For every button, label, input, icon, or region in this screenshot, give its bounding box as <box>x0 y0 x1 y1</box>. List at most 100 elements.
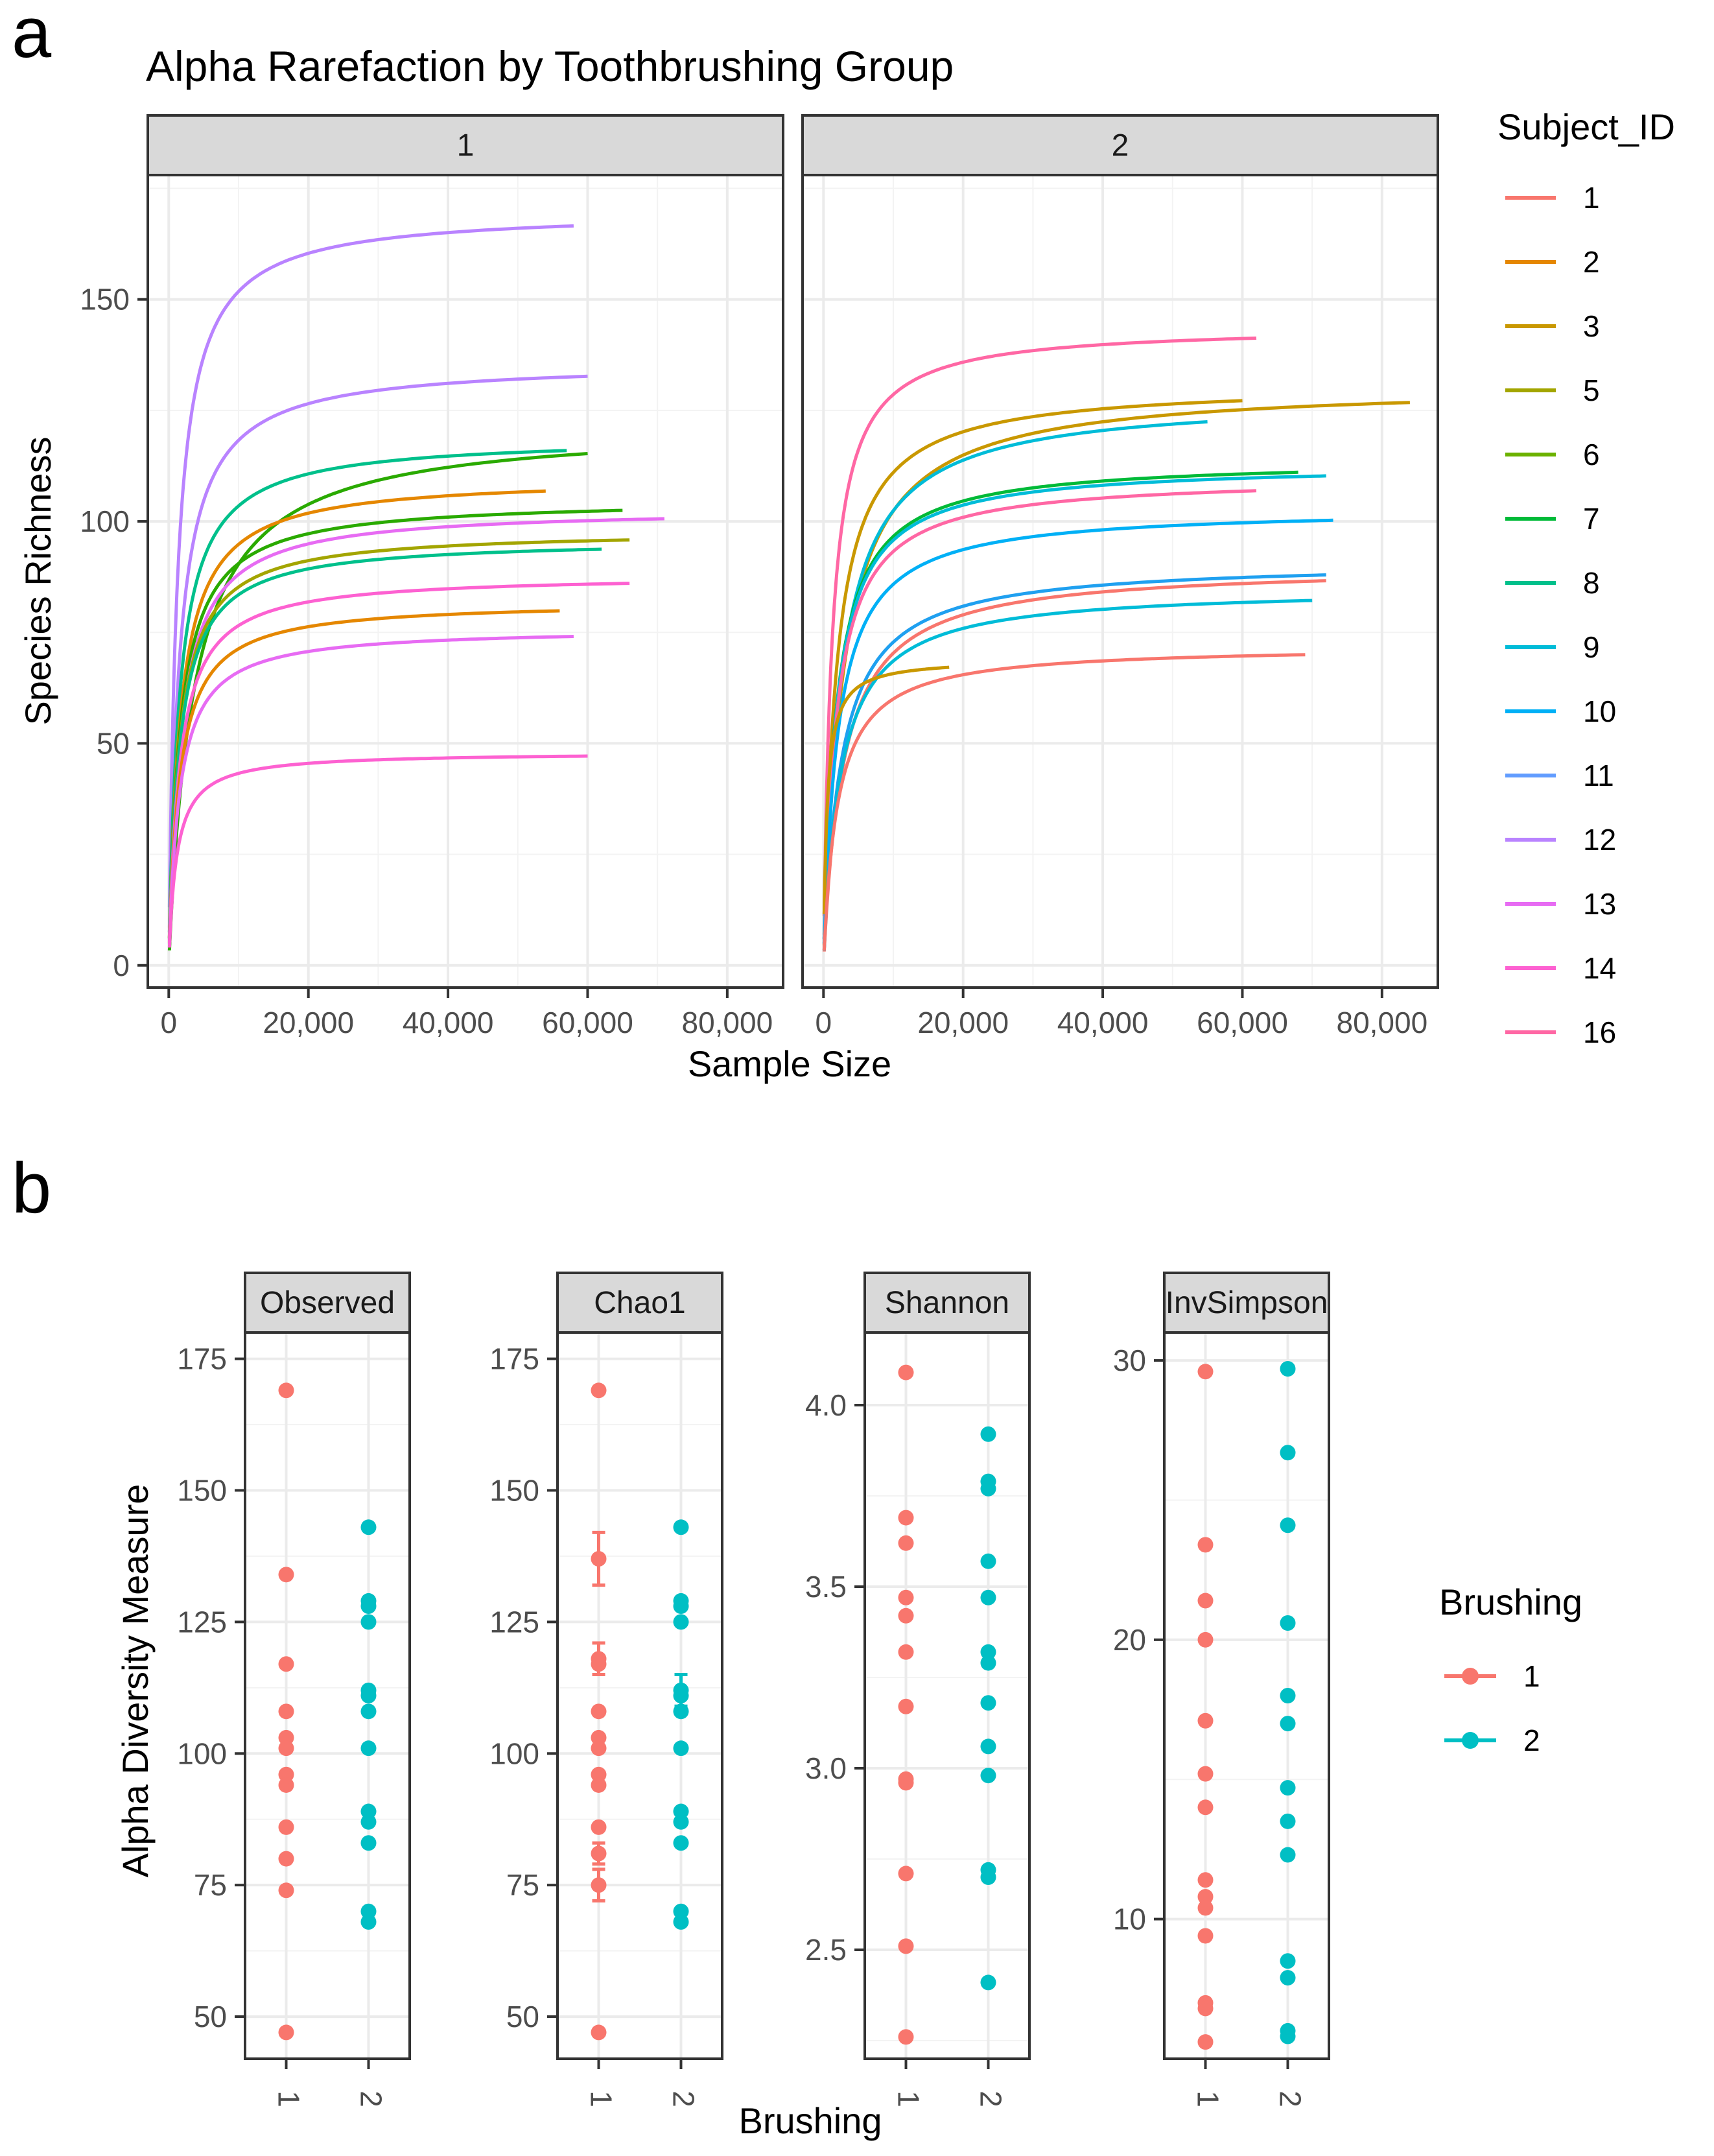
x-tick-label: 1 <box>891 2091 925 2107</box>
point-brushing-2 <box>673 1835 689 1851</box>
facet-background <box>1164 1333 1329 2059</box>
panel-a1-gridlines <box>148 175 783 988</box>
rarefaction-curve-subject-12 <box>167 224 574 909</box>
point-brushing-2 <box>360 1703 377 1720</box>
point-brushing-1 <box>898 1775 914 1791</box>
x-tick-label: 2 <box>1273 2091 1307 2107</box>
y-tick-label: 2.5 <box>805 1933 847 1967</box>
point-brushing-2 <box>673 1598 689 1615</box>
rarefaction-curve-subject-10 <box>822 518 1333 945</box>
x-tick-label: 60,000 <box>542 1006 633 1039</box>
point-brushing-1 <box>591 1877 607 1893</box>
y-tick-label: 125 <box>489 1605 539 1639</box>
facet-strip-a1 <box>147 114 784 176</box>
point-brushing-1 <box>591 1550 607 1567</box>
legend-label-subject: 16 <box>1583 1015 1616 1049</box>
y-tick-label: 50 <box>506 2000 539 2033</box>
legend-label-subject: 9 <box>1583 630 1600 664</box>
legend-label-subject: 13 <box>1583 887 1616 921</box>
point-brushing-1 <box>1197 2034 1214 2050</box>
point-brushing-2 <box>1280 1780 1296 1796</box>
y-tick-label: 20 <box>1113 1623 1146 1657</box>
legend-label-subject: 6 <box>1583 438 1600 471</box>
legend-key-dot-brushing-2 <box>1462 1732 1479 1749</box>
point-brushing-1 <box>1197 1593 1214 1609</box>
facet-border <box>244 1331 411 2060</box>
point-brushing-2 <box>360 1740 377 1757</box>
y-tick-label: 50 <box>97 726 130 760</box>
y-tick-label: 100 <box>80 504 130 538</box>
legend-label-subject: 1 <box>1583 181 1600 215</box>
point-brushing-2 <box>1280 1813 1296 1829</box>
legend-label-subject: 12 <box>1583 823 1616 857</box>
y-tick-label: 175 <box>489 1342 539 1376</box>
point-brushing-2 <box>980 1655 996 1671</box>
point-brushing-2 <box>673 1703 689 1720</box>
facet-label-a1: 1 <box>457 128 475 163</box>
facet-border <box>556 1331 723 2060</box>
legend-label-subject: 7 <box>1583 502 1600 536</box>
point-brushing-2 <box>673 1688 689 1703</box>
point-brushing-2 <box>360 1835 377 1851</box>
y-tick-label: 30 <box>1113 1344 1146 1377</box>
x-tick-label: 0 <box>161 1006 178 1039</box>
facet-invsimpson: InvSimpson 10 20 30 1 2 <box>1113 1272 1330 2107</box>
point-brushing-2 <box>360 1814 377 1830</box>
point-brushing-2 <box>980 1738 996 1755</box>
y-tick-label: 3.0 <box>805 1751 847 1785</box>
point-brushing-1 <box>278 1882 294 1899</box>
legend-label-brushing: 1 <box>1523 1659 1540 1693</box>
facet-label-shannon: Shannon <box>885 1286 1009 1320</box>
y-tick-label: 75 <box>194 1868 227 1902</box>
legend-title-subject: Subject_ID <box>1497 106 1675 147</box>
point-brushing-1 <box>278 2024 294 2041</box>
facet-border <box>1163 1331 1330 2060</box>
point-brushing-2 <box>360 1598 377 1615</box>
point-brushing-2 <box>980 1553 996 1569</box>
rarefaction-curve-subject-1 <box>822 653 1306 952</box>
point-brushing-1 <box>1197 1364 1214 1380</box>
panel-a2-border <box>801 174 1439 989</box>
point-brushing-1 <box>1197 1928 1214 1944</box>
point-brushing-1 <box>898 1589 914 1605</box>
rarefaction-curve-subject-12 <box>167 374 588 929</box>
x-tick-label: 80,000 <box>1336 1006 1427 1039</box>
facet-label-invsimpson: InvSimpson <box>1166 1286 1328 1320</box>
facet-strip-shannon <box>863 1272 1031 1334</box>
point-brushing-1 <box>278 1851 294 1867</box>
facet-chao1: Chao1 50 75 100 125 150 175 1 2 <box>489 1272 723 2107</box>
point-brushing-1 <box>278 1567 294 1583</box>
facet-label-chao1: Chao1 <box>594 1286 685 1320</box>
x-tick-label: 2 <box>974 2091 1007 2107</box>
point-brushing-1 <box>1197 1712 1214 1729</box>
point-brushing-1 <box>1197 1537 1214 1553</box>
point-brushing-1 <box>278 1777 294 1793</box>
panel-a2-curves <box>822 337 1410 953</box>
point-brushing-1 <box>591 1777 607 1793</box>
point-brushing-1 <box>898 1364 914 1380</box>
point-brushing-1 <box>898 1607 914 1624</box>
rarefaction-curve-subject-8 <box>167 449 567 934</box>
point-brushing-2 <box>673 1814 689 1830</box>
facet-strip-invsimpson <box>1163 1272 1330 1334</box>
point-brushing-2 <box>980 1869 996 1885</box>
y-tick-label: 100 <box>177 1736 227 1770</box>
panel-a1-border <box>147 174 784 989</box>
x-axis-title-b: Brushing <box>738 2100 882 2141</box>
point-brushing-2 <box>980 1768 996 1784</box>
point-brushing-1 <box>591 1740 607 1757</box>
point-brushing-2 <box>673 1614 689 1630</box>
point-brushing-2 <box>980 1695 996 1711</box>
point-brushing-1 <box>1197 1766 1214 1782</box>
y-tick-label: 0 <box>113 949 130 982</box>
point-brushing-2 <box>980 1480 996 1497</box>
point-brushing-1 <box>591 2024 607 2041</box>
y-tick-label: 75 <box>506 1868 539 1902</box>
point-brushing-1 <box>591 1703 607 1720</box>
x-tick-label: 40,000 <box>1057 1006 1149 1039</box>
x-tick-label: 60,000 <box>1197 1006 1288 1039</box>
legend-label-subject: 10 <box>1583 694 1616 728</box>
rarefaction-curve-subject-16 <box>822 337 1257 918</box>
